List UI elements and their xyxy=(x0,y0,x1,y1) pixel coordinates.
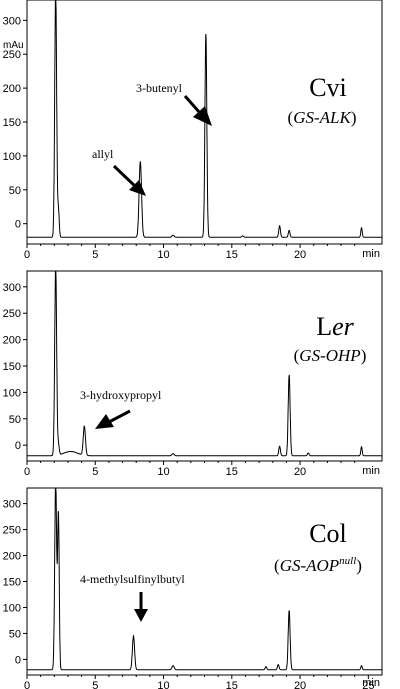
genotype-label: (GS-AOPnull) xyxy=(274,555,362,575)
panel-col: Col (GS-AOPnull) 4-methylsulfinylbutyl 0… xyxy=(3,487,383,689)
chromatogram-trace xyxy=(27,0,382,238)
y-tick-label: 0 xyxy=(15,654,21,666)
annotation-3-butenyl: 3-butenyl xyxy=(136,81,183,95)
x-tick-label: 5 xyxy=(92,466,98,478)
genotype-label: (GS-ALK) xyxy=(288,108,357,127)
chromatogram-trace xyxy=(27,487,382,671)
x-tick-label: 5 xyxy=(92,680,98,689)
y-tick-label: 200 xyxy=(3,83,21,95)
y-tick-label: 0 xyxy=(15,440,21,452)
sample-label: Ler xyxy=(316,312,354,341)
y-tick-label: 200 xyxy=(3,335,21,347)
x-tick-label: 25 xyxy=(362,680,374,689)
sample-label: Cvi xyxy=(309,73,347,102)
x-tick-label: 0 xyxy=(24,680,30,689)
y-tick-label: 0 xyxy=(15,219,21,231)
y-tick-label: 300 xyxy=(3,15,21,27)
arrow-3-butenyl xyxy=(183,95,212,126)
y-tick-label: 50 xyxy=(9,414,21,426)
annotation-3-hydroxypropyl: 3-hydroxypropyl xyxy=(80,388,162,402)
y-tick-label: 250 xyxy=(3,308,21,320)
y-tick-label: 300 xyxy=(3,499,21,511)
y-tick-label: 50 xyxy=(9,185,21,197)
y-tick-label: 50 xyxy=(9,628,21,640)
sample-label: Col xyxy=(309,519,347,548)
x-tick-label: 20 xyxy=(294,680,306,689)
y-tick-label: 250 xyxy=(3,49,21,61)
y-unit-label: mAu xyxy=(3,40,24,51)
arrow-4-methylsulfinylbutyl xyxy=(134,592,148,622)
x-tick-label: 0 xyxy=(24,466,30,478)
x-axis-label: min xyxy=(362,248,380,260)
x-tick-label: 20 xyxy=(294,249,306,261)
y-tick-label: 200 xyxy=(3,551,21,563)
annotation-allyl: allyl xyxy=(92,147,114,161)
y-tick-label: 150 xyxy=(3,117,21,129)
plot-frame xyxy=(26,270,383,462)
x-tick-label: 10 xyxy=(157,466,169,478)
x-tick-label: 20 xyxy=(294,466,306,478)
x-axis-label: min xyxy=(362,677,380,689)
x-axis-label: min xyxy=(362,465,380,477)
genotype-label: (GS-OHP) xyxy=(294,346,367,365)
panel-ler: Ler (GS-OHP) 3-hydroxypropyl 05010015020… xyxy=(3,270,383,478)
x-tick-label: 15 xyxy=(226,249,238,261)
y-tick-label: 100 xyxy=(3,387,21,399)
x-tick-label: 10 xyxy=(157,249,169,261)
y-tick-label: 150 xyxy=(3,577,21,589)
y-tick-label: 250 xyxy=(3,525,21,537)
x-tick-label: 10 xyxy=(157,680,169,689)
panel-cvi: mAu Cvi (GS-ALK) allyl 3-butenyl 0501001… xyxy=(3,0,383,261)
x-tick-label: 15 xyxy=(226,466,238,478)
y-tick-label: 100 xyxy=(3,602,21,614)
chromatogram-trace xyxy=(27,270,382,457)
y-tick-label: 150 xyxy=(3,361,21,373)
x-tick-label: 5 xyxy=(92,249,98,261)
x-tick-label: 15 xyxy=(226,680,238,689)
annotation-4-methylsulfinylbutyl: 4-methylsulfinylbutyl xyxy=(80,572,185,586)
x-tick-label: 0 xyxy=(24,249,30,261)
y-tick-label: 300 xyxy=(3,282,21,294)
arrow-3-hydroxypropyl xyxy=(95,409,131,429)
y-tick-label: 100 xyxy=(3,151,21,163)
